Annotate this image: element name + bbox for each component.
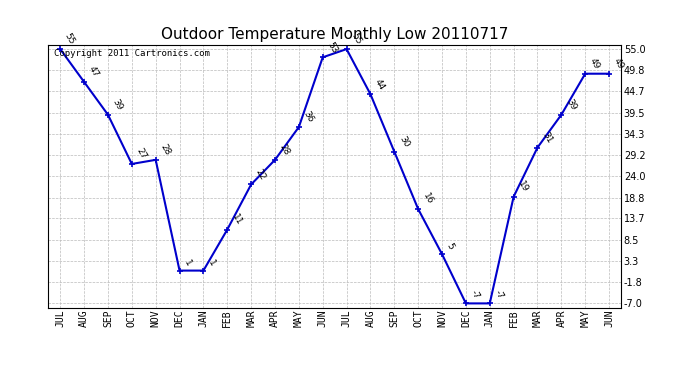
- Text: -7: -7: [493, 288, 505, 301]
- Text: 49: 49: [612, 57, 625, 71]
- Text: 44: 44: [373, 77, 386, 92]
- Text: 39: 39: [110, 98, 124, 112]
- Text: Copyright 2011 Cartronics.com: Copyright 2011 Cartronics.com: [54, 49, 210, 58]
- Text: 39: 39: [564, 98, 578, 112]
- Text: 47: 47: [87, 65, 100, 79]
- Text: 5: 5: [445, 242, 455, 251]
- Text: 55: 55: [349, 32, 363, 46]
- Text: 28: 28: [159, 143, 172, 157]
- Text: 36: 36: [302, 110, 315, 124]
- Text: 31: 31: [540, 130, 554, 145]
- Text: 22: 22: [254, 167, 267, 182]
- Text: 53: 53: [326, 40, 339, 54]
- Text: 55: 55: [63, 32, 77, 46]
- Text: 19: 19: [516, 180, 530, 194]
- Text: 16: 16: [421, 192, 435, 206]
- Text: 27: 27: [135, 147, 148, 161]
- Text: 28: 28: [278, 143, 291, 157]
- Text: 49: 49: [588, 57, 602, 71]
- Text: 1: 1: [206, 258, 217, 268]
- Text: 1: 1: [182, 258, 193, 268]
- Title: Outdoor Temperature Monthly Low 20110717: Outdoor Temperature Monthly Low 20110717: [161, 27, 509, 42]
- Text: 11: 11: [230, 212, 244, 227]
- Text: -7: -7: [469, 288, 481, 301]
- Text: 30: 30: [397, 134, 411, 149]
